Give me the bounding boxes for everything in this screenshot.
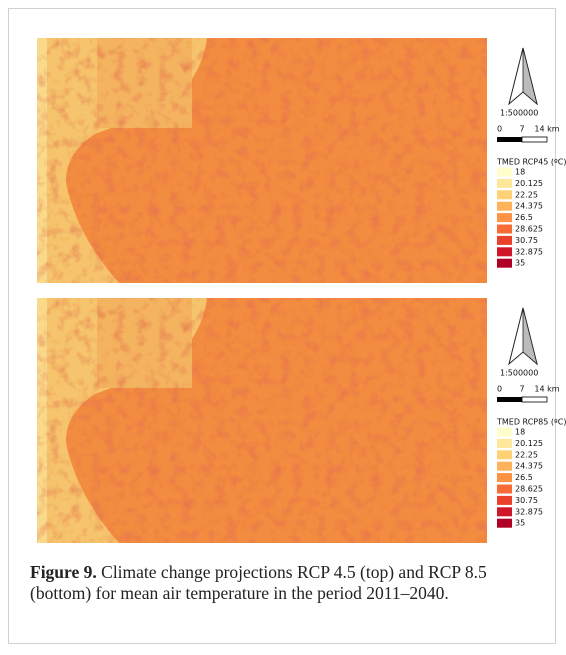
scale-label: 0 <box>497 125 502 134</box>
scale-bar-black <box>497 397 522 402</box>
legend-label: 20.125 <box>515 439 543 448</box>
legend-swatch <box>497 213 512 222</box>
legend-swatch <box>497 236 512 245</box>
scale-label: 0 <box>497 385 502 394</box>
legend-label: 26.5 <box>515 213 533 222</box>
legend-label: 30.75 <box>515 496 538 505</box>
legend-label: 26.5 <box>515 473 533 482</box>
legend-swatch <box>497 179 512 188</box>
scale-bar-black <box>497 137 522 142</box>
legend-label: 35 <box>515 519 525 528</box>
legend-label: 18 <box>515 168 525 177</box>
map-top <box>37 38 487 283</box>
north-arrow-half <box>523 48 537 104</box>
legend-swatch <box>497 202 512 211</box>
scale-bar-white <box>522 137 547 142</box>
legend-swatch <box>497 247 512 256</box>
scale-ratio: 1:500000 <box>500 369 538 378</box>
legend-swatch <box>497 168 512 177</box>
legend-label: 35 <box>515 259 525 268</box>
legend-swatch <box>497 462 512 471</box>
legend-title: TMED RCP45 (ºC) <box>496 158 566 167</box>
legend-label: 32.875 <box>515 247 543 256</box>
scale-label: 7 <box>519 125 524 134</box>
legend-swatch <box>497 259 512 268</box>
legend-swatch <box>497 473 512 482</box>
page: 1:5000000714 kmTMED RCP45 (ºC)1820.12522… <box>0 0 566 655</box>
north-arrow-half <box>523 308 537 364</box>
caption: Figure 9. Climate change projections RCP… <box>30 562 520 604</box>
legend-label: 24.375 <box>515 202 543 211</box>
legend-label: 22.25 <box>515 450 538 459</box>
legend-label: 32.875 <box>515 507 543 516</box>
legend-label: 28.625 <box>515 225 543 234</box>
legend-swatch <box>497 190 512 199</box>
scale-label: 14 km <box>534 385 559 394</box>
legend-swatch <box>497 428 512 437</box>
legend-label: 28.625 <box>515 485 543 494</box>
caption-label: Figure 9. <box>30 562 97 582</box>
legend-label: 22.25 <box>515 190 538 199</box>
legend-swatch <box>497 496 512 505</box>
legend-swatch <box>497 450 512 459</box>
scale-label: 7 <box>519 385 524 394</box>
legend-label: 24.375 <box>515 462 543 471</box>
legend-swatch <box>497 519 512 528</box>
legend-label: 18 <box>515 428 525 437</box>
scale-ratio: 1:500000 <box>500 109 538 118</box>
map-bottom <box>37 298 487 543</box>
legend-swatch <box>497 439 512 448</box>
legend-title: TMED RCP85 (ºC) <box>496 418 566 427</box>
legend-swatch <box>497 225 512 234</box>
legend-label: 30.75 <box>515 236 538 245</box>
legend-label: 20.125 <box>515 179 543 188</box>
scale-bar-white <box>522 397 547 402</box>
legend-swatch <box>497 485 512 494</box>
legend-swatch <box>497 507 512 516</box>
caption-text: Climate change projections RCP 4.5 (top)… <box>30 562 487 603</box>
scale-label: 14 km <box>534 125 559 134</box>
